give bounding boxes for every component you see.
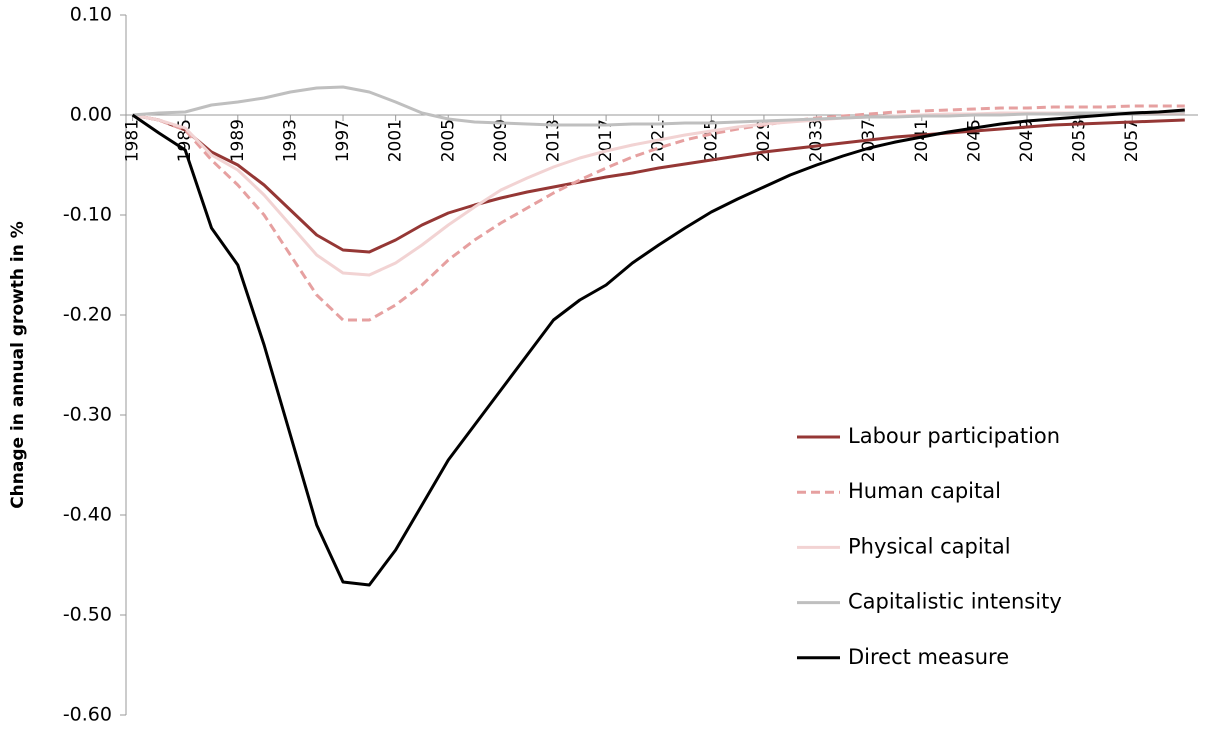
series-line <box>132 85 1185 127</box>
x-tick-label: 2041 <box>912 119 932 162</box>
series-line <box>132 111 1185 277</box>
y-tick-label: -0.10 <box>63 204 112 226</box>
y-tick-label: -0.60 <box>63 704 112 726</box>
series-line <box>132 104 1185 322</box>
legend-label: Physical capital <box>848 534 1011 558</box>
y-tick-label: -0.40 <box>63 504 112 526</box>
y-axis-title: Chnage in annual growth in % <box>8 221 28 509</box>
x-tick-label: 1997 <box>333 119 353 162</box>
x-tick-label: 2049 <box>1017 119 1037 162</box>
x-tick-label: 2057 <box>1122 119 1142 162</box>
y-tick-label: -0.20 <box>63 304 112 326</box>
x-tick-label: 2013 <box>543 119 563 162</box>
x-tick-label: 2001 <box>386 119 406 162</box>
y-tick-label: 0.10 <box>70 4 112 26</box>
x-tick-label: 1985 <box>175 119 195 162</box>
x-tick-label: 1989 <box>228 119 248 162</box>
x-tick-label: 2005 <box>438 119 458 162</box>
x-tick-label: 1993 <box>280 119 300 162</box>
series-line <box>132 113 1185 254</box>
legend-label: Direct measure <box>848 645 1009 669</box>
legend-label: Human capital <box>848 479 1001 503</box>
series-line <box>131 108 1185 587</box>
y-tick-label: 0.00 <box>70 104 112 126</box>
x-tick-label: 2025 <box>701 119 721 162</box>
x-tick-label: 2053 <box>1070 119 1090 162</box>
x-tick-label: 2033 <box>807 119 827 162</box>
y-tick-label: -0.50 <box>63 604 112 626</box>
legend-label: Capitalistic intensity <box>848 590 1062 614</box>
x-tick-label: 2009 <box>491 119 511 162</box>
y-tick-label: -0.30 <box>63 404 112 426</box>
x-tick-label: 1981 <box>123 119 143 162</box>
legend-label: Labour participation <box>848 424 1060 448</box>
